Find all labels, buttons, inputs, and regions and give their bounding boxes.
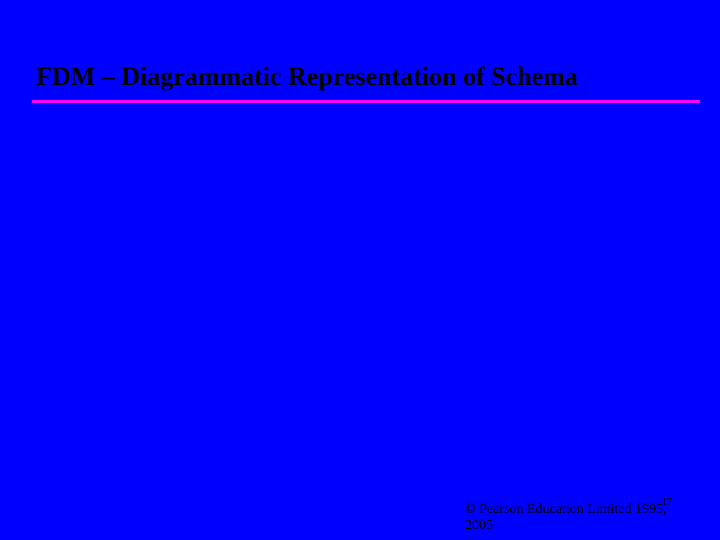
copyright-line1: © Pearson Education Limited 1995,	[465, 502, 667, 517]
slide-title: FDM – Diagrammatic Representation of Sch…	[0, 0, 720, 92]
copyright-line2: 2005	[465, 518, 493, 533]
copyright-text: © Pearson Education Limited 1995, 2005	[465, 502, 690, 534]
slide-container: FDM – Diagrammatic Representation of Sch…	[0, 0, 720, 540]
title-underline	[32, 100, 700, 103]
